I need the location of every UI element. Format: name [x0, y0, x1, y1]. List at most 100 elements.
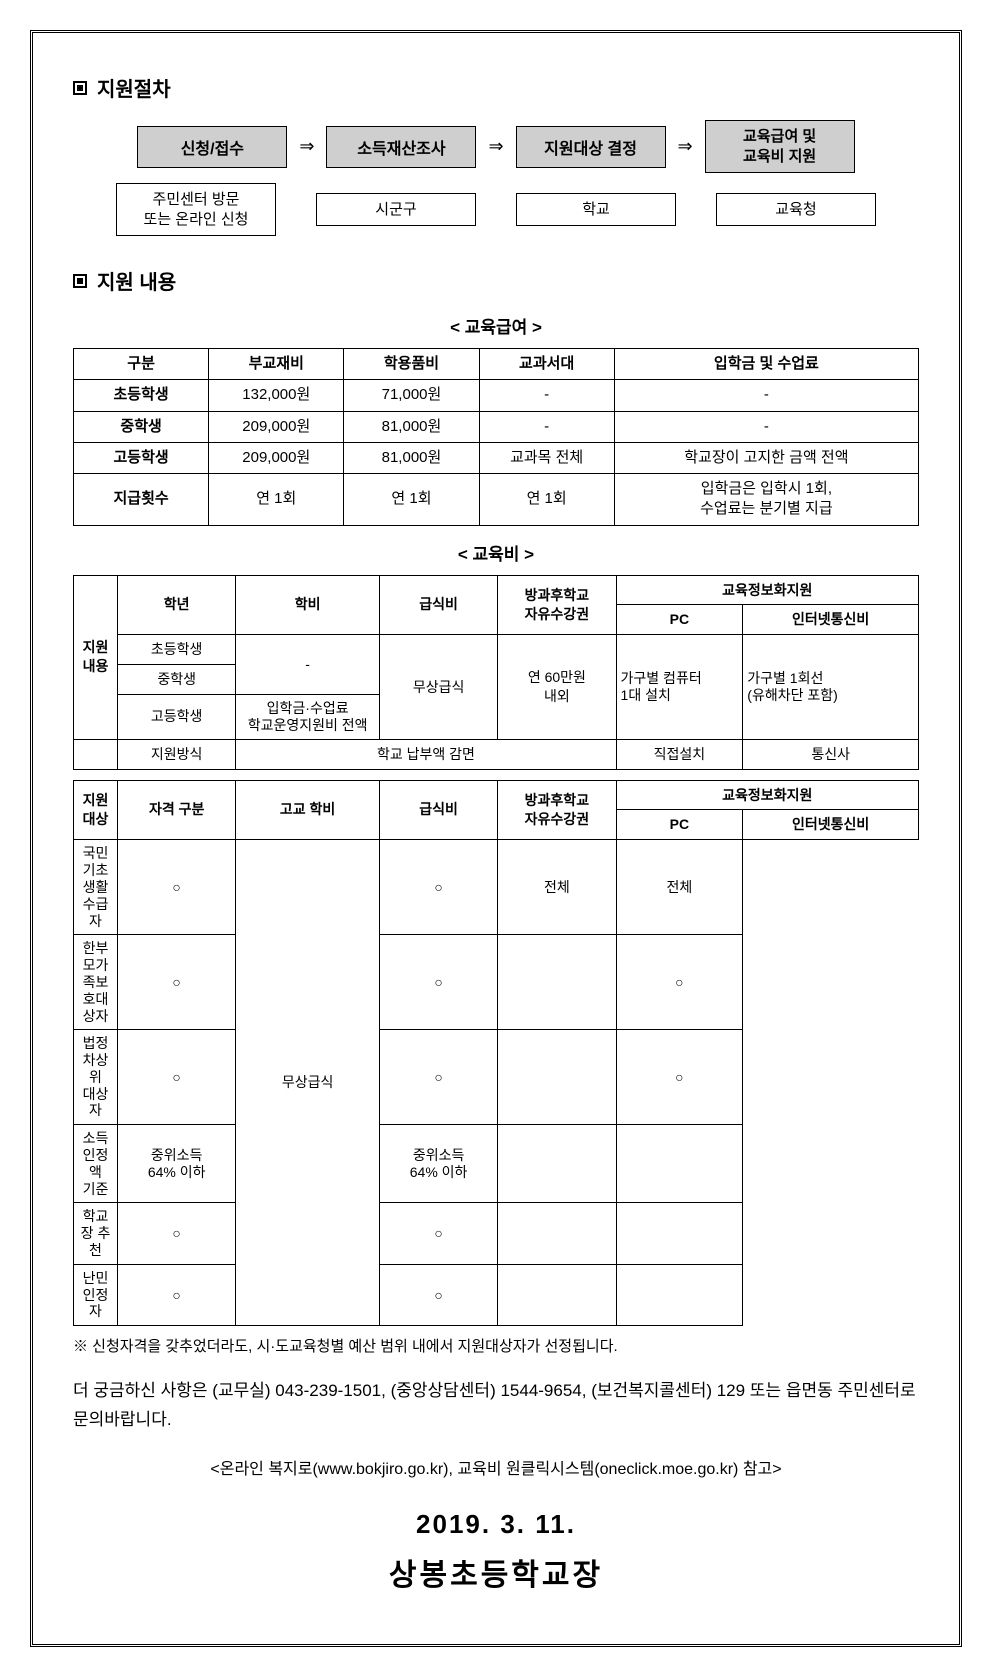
td: 중학생: [118, 665, 236, 695]
table-row: 구분 부교재비 학용품비 교과서대 입학금 및 수업료: [74, 349, 919, 380]
td: 지원방식: [118, 739, 236, 769]
td: [498, 1125, 616, 1203]
td: ○: [379, 1264, 497, 1325]
section-heading-content: 지원 내용: [73, 266, 919, 295]
subheading-edu-fee: < 교육비 >: [73, 540, 919, 565]
row-group-header: 지원 대상: [74, 780, 118, 840]
flow-sub-4: 교육청: [716, 193, 876, 227]
td: 학교 납부액 감면: [236, 739, 616, 769]
td: 학교장 추천: [74, 1203, 118, 1264]
td: [616, 1203, 743, 1264]
td: -: [614, 380, 918, 411]
td: ○: [118, 1264, 236, 1325]
flow-step-2: 소득재산조사: [326, 126, 476, 168]
table-row: 초등학생 - 무상급식 연 60만원 내외 가구별 컴퓨터 1대 설치 가구별 …: [74, 635, 919, 665]
td: 초등학생: [74, 380, 209, 411]
th: 구분: [74, 349, 209, 380]
td: [498, 1030, 616, 1125]
td: 무상급식: [379, 635, 497, 739]
td: 209,000원: [209, 442, 344, 473]
td: 71,000원: [344, 380, 479, 411]
flow-step-3: 지원대상 결정: [516, 126, 666, 168]
flow-steps: 신청/접수 ⇒ 소득재산조사 ⇒ 지원대상 결정 ⇒ 교육급여 및 교육비 지원: [73, 120, 919, 173]
table-row: 초등학생132,000원71,000원--: [74, 380, 919, 411]
td: 난민인정자: [74, 1264, 118, 1325]
td: [616, 1125, 743, 1203]
arrow-icon: ⇒: [295, 136, 318, 157]
th: 교육정보화지원: [616, 575, 918, 605]
td: 소득인정액 기준: [74, 1125, 118, 1203]
flow-step-1: 신청/접수: [137, 126, 287, 168]
table-row: 국민기초생활 수급자○무상급식○전체전체: [74, 840, 919, 935]
td: -: [479, 411, 614, 442]
td: 중위소득 64% 이하: [379, 1125, 497, 1203]
table-row: 한부모가족보 호대상자○○○: [74, 935, 919, 1030]
td: 중위소득 64% 이하: [118, 1125, 236, 1203]
th: PC: [616, 605, 743, 635]
edu-eligibility-table: 지원 대상 자격 구분 고교 학비 급식비 방과후학교 자유수강권 교육정보화지…: [73, 780, 919, 1327]
row-group-header: 지원 내용: [74, 575, 118, 739]
flow-step-4: 교육급여 및 교육비 지원: [705, 120, 855, 173]
td: ○: [118, 1030, 236, 1125]
td: 한부모가족보 호대상자: [74, 935, 118, 1030]
td: 전체: [616, 840, 743, 935]
td: -: [614, 411, 918, 442]
subheading-benefit: < 교육급여 >: [73, 313, 919, 338]
th: 급식비: [379, 575, 497, 635]
flow-sub-2: 시군구: [316, 193, 476, 227]
table-row: 난민인정자○○: [74, 1264, 919, 1325]
th: 인터넷통신비: [743, 605, 919, 635]
td: 전체: [498, 840, 616, 935]
bullet-square-icon: [73, 81, 87, 95]
th: 교육정보화지원: [616, 780, 918, 810]
td: [616, 1264, 743, 1325]
td: 132,000원: [209, 380, 344, 411]
section-title: 지원 내용: [97, 266, 176, 295]
td: ○: [379, 840, 497, 935]
td: -: [479, 380, 614, 411]
table-row: 지원 내용 학년 학비 급식비 방과후학교 자유수강권 교육정보화지원: [74, 575, 919, 605]
td: ○: [118, 840, 236, 935]
td: [498, 935, 616, 1030]
td: ○: [616, 1030, 743, 1125]
reference-text: <온라인 복지로(www.bokjiro.go.kr), 교육비 원클릭시스템(…: [73, 1455, 919, 1479]
section-title: 지원절차: [97, 73, 171, 102]
table-row: 지원방식 학교 납부액 감면 직접설치 통신사: [74, 739, 919, 769]
td: 초등학생: [118, 635, 236, 665]
td-empty: [74, 739, 118, 769]
td: 연 1회: [479, 474, 614, 526]
date-line: 2019. 3. 11.: [73, 1509, 919, 1540]
edu-support-table: 지원 내용 학년 학비 급식비 방과후학교 자유수강권 교육정보화지원 PC 인…: [73, 575, 919, 770]
td: 국민기초생활 수급자: [74, 840, 118, 935]
flow-substeps: 주민센터 방문 또는 온라인 신청 시군구 학교 교육청: [73, 183, 919, 236]
th: 학용품비: [344, 349, 479, 380]
td: 학교장이 고지한 금액 전액: [614, 442, 918, 473]
th: PC: [616, 810, 743, 840]
td: 통신사: [743, 739, 919, 769]
td: 지급횟수: [74, 474, 209, 526]
td: [498, 1264, 616, 1325]
td: ○: [118, 935, 236, 1030]
footnote-text: ※ 신청자격을 갖추었더라도, 시·도교육청별 예산 범위 내에서 지원대상자가…: [73, 1336, 919, 1359]
th: 고교 학비: [236, 780, 380, 840]
td: 교과목 전체: [479, 442, 614, 473]
td: 연 60만원 내외: [498, 635, 616, 739]
bullet-square-icon: [73, 274, 87, 288]
th: 교과서대: [479, 349, 614, 380]
table-row: 소득인정액 기준중위소득 64% 이하중위소득 64% 이하: [74, 1125, 919, 1203]
table-row: 지급횟수연 1회연 1회연 1회입학금은 입학시 1회, 수업료는 분기별 지급: [74, 474, 919, 526]
arrow-icon: ⇒: [674, 136, 697, 157]
td: 81,000원: [344, 411, 479, 442]
td: 연 1회: [344, 474, 479, 526]
th: 학비: [236, 575, 380, 635]
th: 자격 구분: [118, 780, 236, 840]
td: 고등학생: [74, 442, 209, 473]
td: ○: [616, 935, 743, 1030]
signer-name: 상봉초등학교장: [73, 1550, 919, 1594]
td: 209,000원: [209, 411, 344, 442]
th: 학년: [118, 575, 236, 635]
th: 인터넷통신비: [743, 810, 919, 840]
td: 고등학생: [118, 695, 236, 740]
th: 방과후학교 자유수강권: [498, 575, 616, 635]
th: 입학금 및 수업료: [614, 349, 918, 380]
